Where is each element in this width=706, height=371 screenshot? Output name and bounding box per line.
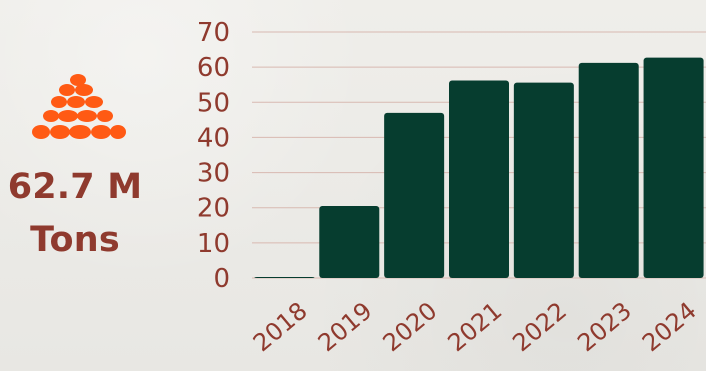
y-tick-label-20: 20 (197, 194, 230, 224)
bar-2022 (513, 82, 574, 278)
metric-unit: Tons (30, 220, 120, 260)
y-tick-label-30: 30 (197, 159, 230, 189)
x-tick-label-2023: 2023 (572, 297, 637, 358)
bar-2020 (384, 112, 445, 278)
y-tick-label-10: 10 (197, 229, 230, 259)
summary-panel: 62.7 M Tons (0, 0, 150, 371)
bar-2021 (449, 80, 509, 278)
x-tick-label-2024: 2024 (637, 297, 702, 358)
metric-value: 62.7 M (7, 167, 143, 207)
bar-2018 (254, 276, 315, 278)
x-tick-label-2021: 2021 (442, 297, 507, 358)
x-tick-label-2022: 2022 (507, 297, 572, 358)
y-tick-label-0: 0 (213, 264, 230, 294)
x-tick-label-2019: 2019 (313, 297, 378, 358)
x-tick-label-2020: 2020 (378, 297, 443, 358)
bar-2024 (643, 57, 704, 279)
y-tick-label-60: 60 (197, 53, 230, 83)
y-tick-label-40: 40 (197, 123, 230, 153)
y-tick-label-70: 70 (197, 18, 230, 48)
bar-2023 (578, 62, 639, 278)
y-tick-label-50: 50 (197, 88, 230, 118)
x-tick-label-2018: 2018 (248, 297, 313, 358)
stone-pile-icon (32, 74, 126, 139)
bars (254, 57, 704, 279)
bar-2019 (319, 205, 380, 278)
